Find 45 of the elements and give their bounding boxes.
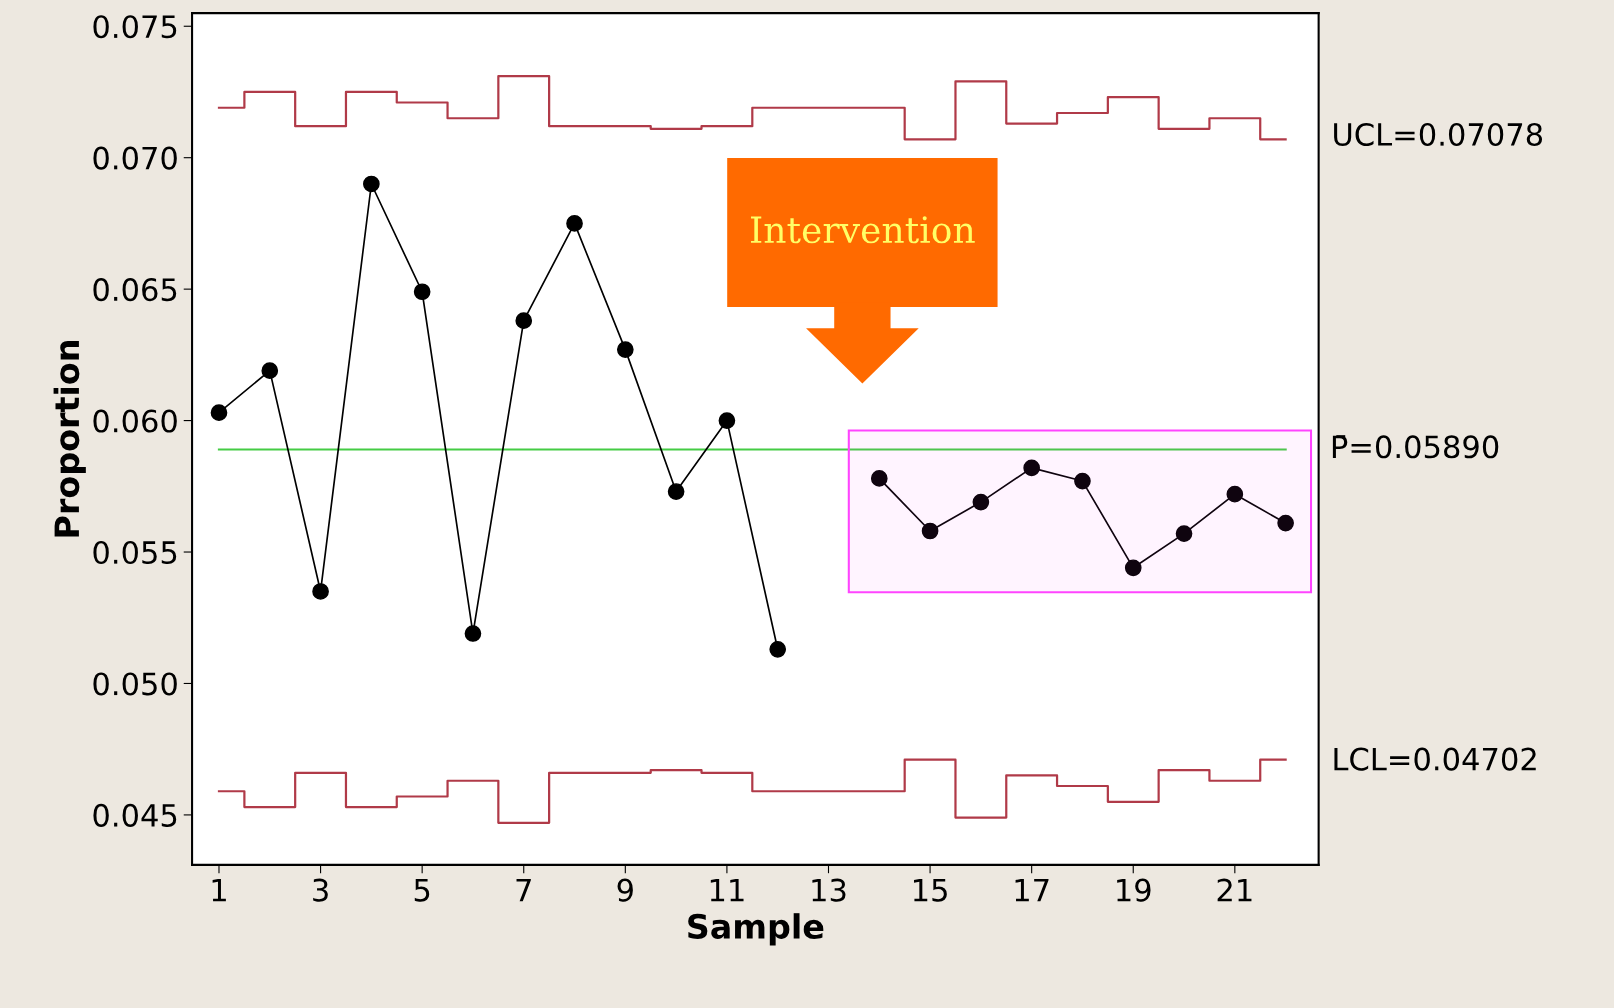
annotation: Intervention	[750, 216, 975, 244]
y-tick-label: 0.050	[93, 672, 177, 696]
annotation: UCL=0.07078	[1334, 122, 1543, 147]
point	[972, 493, 990, 511]
y-tick-label: 0.070	[93, 146, 177, 170]
point	[616, 341, 634, 358]
x-tick-label: 3	[313, 878, 328, 902]
point	[363, 175, 380, 193]
y-tick-label: 0.055	[93, 540, 177, 565]
x-tick-label: 11	[710, 879, 744, 902]
y-tick-label: 0.065	[93, 278, 177, 302]
point	[769, 640, 787, 658]
point	[515, 312, 533, 330]
point	[210, 404, 228, 422]
x-tick-label: 5	[414, 879, 430, 902]
x-tick-label: 17	[1015, 879, 1049, 902]
point	[1124, 559, 1142, 577]
x-tick-label: 15	[913, 879, 947, 902]
point	[921, 522, 939, 540]
point	[1023, 459, 1040, 477]
annotation: LCL=0.04702	[1334, 747, 1536, 771]
point	[718, 412, 736, 429]
x-tick-label: 19	[1117, 878, 1151, 902]
y-axis-title: Proportion	[53, 341, 86, 537]
point	[261, 362, 279, 379]
point	[1226, 485, 1244, 503]
y-tick-label: 0.060	[93, 409, 177, 433]
point	[464, 625, 482, 642]
point	[566, 215, 583, 232]
x-tick-label: 9	[617, 878, 633, 902]
point	[870, 470, 888, 487]
x-axis-title: Sample	[688, 913, 824, 946]
point	[413, 283, 431, 301]
x-tick-label: 1	[212, 879, 226, 902]
point	[1277, 514, 1294, 532]
x-tick-label: 21	[1217, 878, 1252, 902]
point	[1074, 472, 1091, 490]
x-tick-label: 13	[812, 878, 846, 902]
y-tick-label: 0.075	[93, 15, 177, 39]
ref-line-label: P̄=0.05890	[1332, 435, 1499, 459]
y-tick-label: 0.045	[93, 803, 177, 827]
x-tick-label: 7	[516, 879, 531, 902]
point	[667, 483, 685, 500]
point	[1175, 525, 1193, 542]
point	[312, 583, 329, 600]
